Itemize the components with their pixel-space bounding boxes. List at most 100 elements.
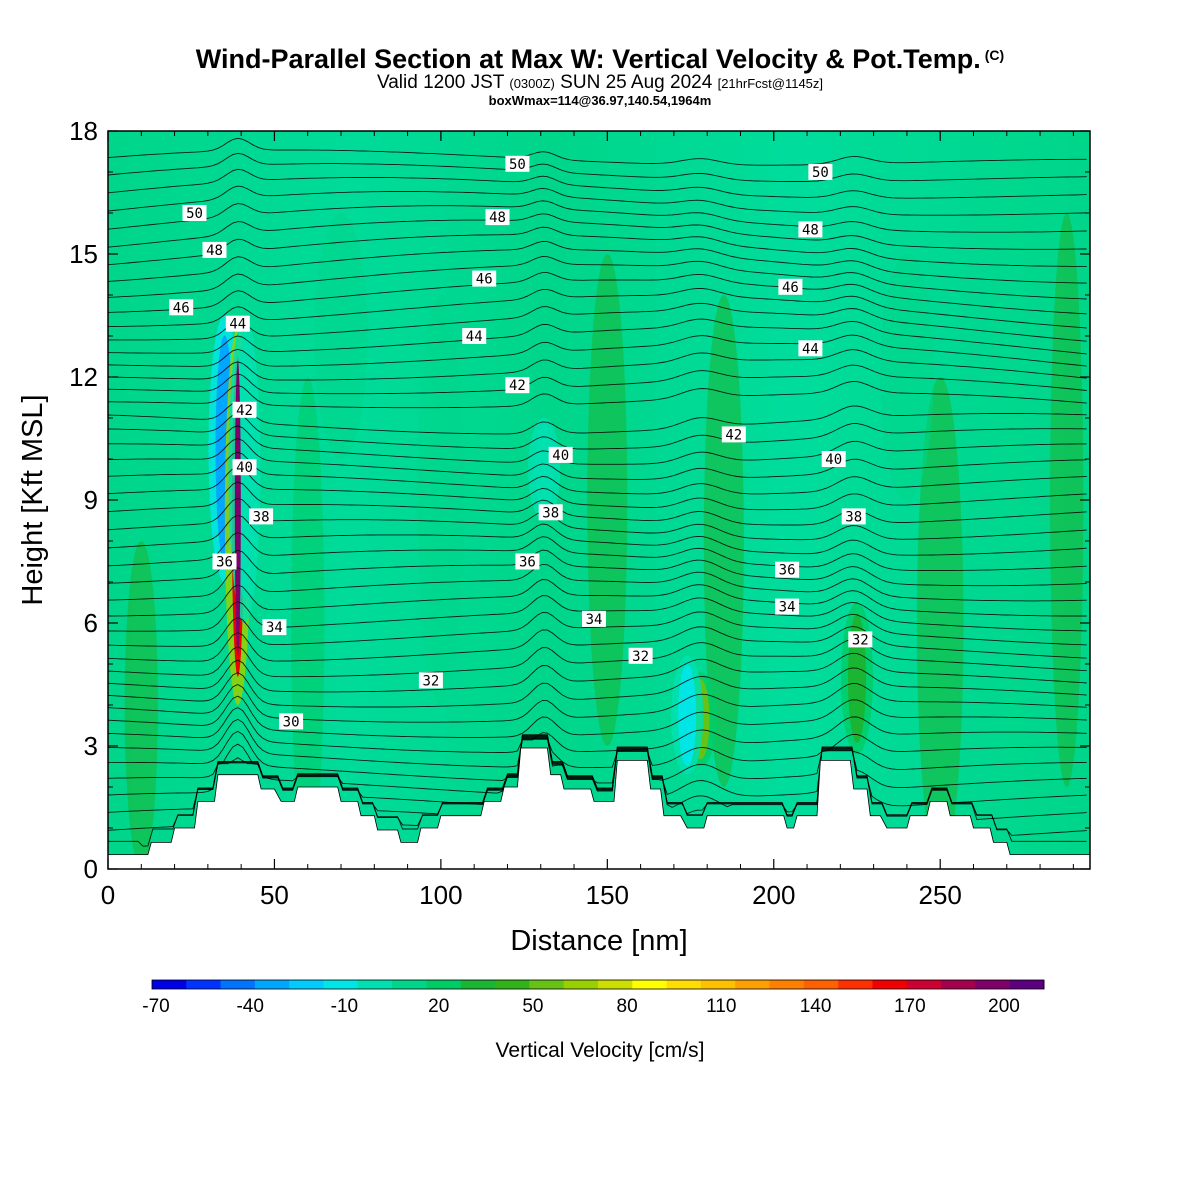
contour-label-box [232, 459, 257, 476]
contour-label-text: 48 [206, 243, 223, 259]
theta-contour [108, 256, 1087, 300]
colorbar-swatch [289, 980, 324, 989]
theta-contour [108, 288, 1087, 329]
colorbar-swatch [392, 980, 427, 989]
y-tick-label: 12 [69, 362, 98, 392]
theta-contour [108, 200, 1087, 233]
contour-label: 42 [232, 401, 257, 419]
y-axis-label: Height [Kft MSL] [17, 394, 49, 605]
colorbar-swatch [495, 980, 530, 989]
contour-label-box [182, 205, 207, 221]
colorbar-swatch [186, 980, 222, 989]
theta-contour [108, 695, 1087, 738]
theta-contour [108, 438, 1087, 480]
contour-label: 34 [582, 610, 606, 628]
colorbar-swatch [941, 980, 976, 989]
title-main: Wind-Parallel Section at Max W: Vertical… [195, 44, 981, 74]
velocity-band [124, 541, 158, 869]
contour-label: 46 [472, 270, 497, 288]
colorbar-tick-label: 110 [706, 996, 736, 1017]
contour-label: 48 [798, 221, 823, 238]
contour-label-text: 34 [266, 620, 283, 636]
contour-label: 42 [505, 377, 530, 394]
contour-label-box [202, 241, 227, 258]
contour-label-box [821, 451, 846, 467]
x-tick-label: 150 [586, 880, 629, 910]
colorbar-swatch [1009, 980, 1045, 989]
chart-title: Wind-Parallel Section at Max W: Vertical… [0, 44, 1200, 75]
x-tick-label: 50 [260, 880, 289, 910]
contour-label-box [582, 610, 606, 627]
contour-label-text: 50 [186, 206, 203, 222]
contour-label: 50 [505, 155, 530, 173]
colorbar-swatch [529, 980, 565, 989]
contour-label-box [848, 631, 873, 648]
terrain-shape [107, 747, 1091, 870]
theta-contour [108, 349, 1087, 381]
contour-label-box [225, 315, 250, 332]
contour-label: 36 [515, 553, 540, 571]
theta-contour [108, 737, 1087, 797]
contour-label-box [472, 270, 497, 287]
colorbar-tick-label: -70 [142, 996, 169, 1017]
colorbar-swatch [906, 980, 942, 989]
x-tick-label: 100 [419, 880, 462, 910]
theta-contour [108, 549, 1087, 587]
contour-label-box [538, 504, 563, 521]
contour-label-box [418, 672, 443, 689]
contour-label: 46 [169, 299, 194, 316]
colorbar-swatch [220, 980, 256, 989]
contour-label-box [628, 647, 653, 664]
contour-label-box [279, 713, 304, 730]
theta-contour [108, 318, 1087, 355]
theta-contour [108, 481, 1087, 526]
x-tick-label: 0 [101, 880, 115, 910]
velocity-band [291, 377, 325, 869]
contour-label: 32 [628, 647, 653, 665]
contour-label: 44 [225, 315, 250, 333]
colorbar-frame [151, 979, 1045, 990]
theta-contour [108, 718, 1087, 769]
contour-label-text: 34 [586, 612, 603, 628]
copyright-mark: (C) [984, 47, 1005, 63]
colorbar-tick-label: 80 [617, 996, 638, 1017]
velocity-feature [535, 425, 554, 513]
contour-label: 46 [778, 278, 803, 296]
contour-label-text: 32 [422, 673, 439, 689]
contour-label-text: 30 [283, 714, 300, 730]
contour-label-text: 48 [802, 222, 819, 238]
contour-label-box [169, 299, 194, 316]
contour-label: 48 [485, 209, 510, 226]
contour-labels: 50 48 46 44 42 40 38 36 34 30 32 50 48 46 44 42 40 38 36 34… [169, 155, 873, 730]
contour-label-box [798, 221, 823, 238]
y-tick-label: 18 [69, 116, 98, 146]
valid-time: Valid 1200 JST [376, 72, 505, 93]
x-tick-label: 200 [752, 880, 795, 910]
contour-label-box [721, 426, 746, 443]
contour-label-text: 36 [779, 563, 796, 579]
colorbar-swatch [838, 980, 873, 989]
theta-contour [108, 425, 1087, 465]
forecast-info: [21hrFcst@1145z] [717, 76, 824, 91]
colorbar-swatch [735, 980, 770, 989]
colorbar-swatch [872, 980, 908, 989]
theta-contour [108, 707, 1087, 753]
y-tick-label: 15 [69, 239, 98, 269]
contour-label-box [778, 278, 803, 295]
x-tick-label: 250 [919, 880, 962, 910]
contour-label-text: 42 [509, 378, 526, 394]
contour-label-text: 38 [845, 509, 862, 525]
theta-contour [108, 334, 1087, 367]
y-tick-label: 9 [84, 485, 98, 515]
contour-label: 38 [249, 508, 274, 525]
contour-label: 34 [775, 598, 800, 616]
contour-label: 36 [775, 561, 800, 579]
contour-label-text: 32 [632, 649, 649, 665]
contour-label-box [485, 209, 510, 226]
contour-label-box [808, 164, 833, 180]
theta-contour [108, 401, 1087, 435]
contour-label-text: 40 [825, 452, 842, 468]
contour-label-text: 46 [173, 300, 190, 316]
theta-contour [108, 168, 1087, 199]
updraft-core [234, 360, 241, 656]
